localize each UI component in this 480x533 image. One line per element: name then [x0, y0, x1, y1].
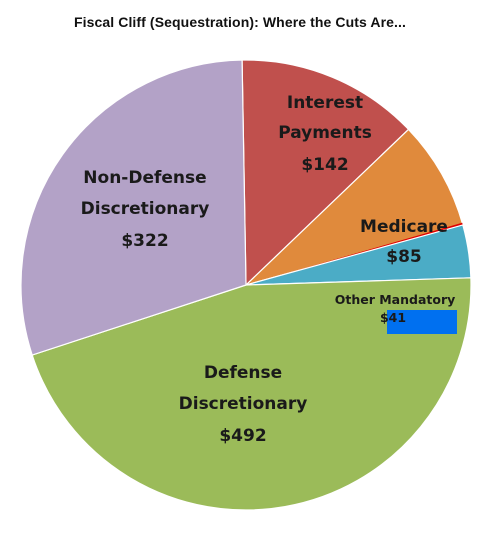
value-label-non-defense-discretionary: $322: [121, 231, 168, 251]
category-label-interest-payments: Payments: [278, 123, 372, 143]
label-other-mandatory: Other Mandatory $41: [335, 292, 457, 334]
category-label-medicare: Medicare: [360, 217, 448, 237]
label-medicare: Medicare $85: [360, 217, 448, 267]
label-defense-discretionary: Defense Discretionary $492: [179, 363, 308, 446]
category-label-interest-payments: Interest: [287, 93, 363, 113]
chart-title: Fiscal Cliff (Sequestration): Where the …: [73, 14, 407, 30]
value-label-interest-payments: $142: [301, 155, 348, 175]
category-label-non-defense-discretionary: Discretionary: [81, 199, 210, 219]
category-label-other-mandatory: Other Mandatory: [335, 292, 456, 307]
pie-slice-interest-payments: [241, 59, 410, 287]
pie-slice-defense-discretionary: [31, 277, 472, 511]
category-label-defense-discretionary: Defense: [204, 363, 282, 383]
value-label-other-mandatory: $41: [380, 310, 406, 325]
value-label-medicare: $85: [386, 247, 422, 267]
value-label-defense-discretionary: $492: [219, 426, 266, 446]
pie-slice-non-defense-discretionary: [20, 59, 247, 356]
label-interest-payments: Interest Payments $142: [278, 93, 372, 175]
pie-slices: [20, 59, 472, 511]
pie-labels: Interest Payments $142 Medicare $85 Other Man…: [81, 93, 457, 446]
category-label-non-defense-discretionary: Non-Defense: [83, 168, 206, 188]
value-highlight-box: [387, 310, 457, 334]
label-non-defense-discretionary: Non-Defense Discretionary $322: [81, 168, 210, 251]
category-label-defense-discretionary: Discretionary: [179, 394, 308, 414]
